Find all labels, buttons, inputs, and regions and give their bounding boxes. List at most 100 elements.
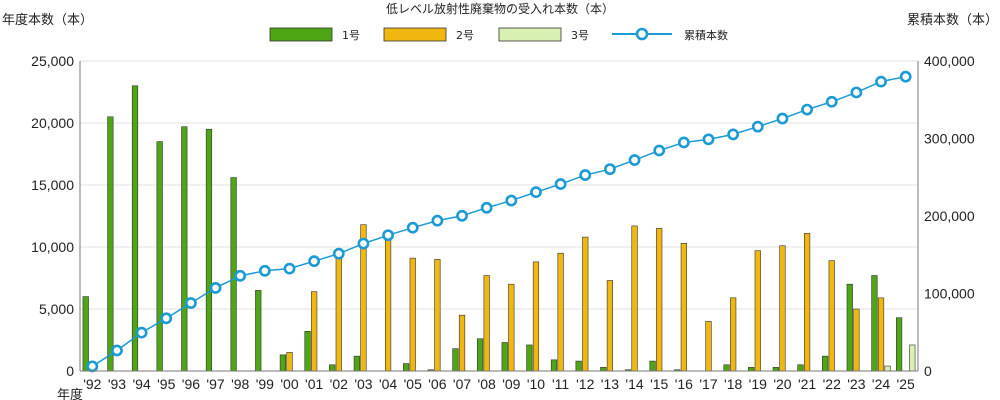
cumulative-point — [628, 154, 641, 166]
bar — [846, 283, 853, 372]
right-tick-label: 300,000 — [924, 131, 975, 147]
bar — [329, 364, 336, 372]
legend-swatch — [383, 27, 447, 42]
right-tick-label: 100,000 — [924, 286, 975, 302]
bar — [772, 366, 779, 372]
bar — [557, 252, 564, 372]
bar — [680, 242, 687, 372]
cumulative-point — [653, 144, 666, 157]
x-tick-label: '98 — [231, 376, 249, 392]
bar — [483, 275, 490, 372]
bar — [631, 225, 638, 372]
x-tick-label: '18 — [724, 376, 742, 392]
bar — [871, 275, 878, 372]
bar — [409, 257, 416, 372]
cumulative-point — [160, 312, 173, 325]
x-tick-label: '07 — [453, 376, 471, 392]
bar — [754, 250, 761, 372]
x-tick-label: '15 — [650, 376, 668, 392]
cumulative-point — [209, 282, 222, 294]
cumulative-point — [308, 255, 321, 268]
right-axis-label: 累積本数（本） — [907, 13, 998, 28]
cumulative-point — [702, 133, 715, 146]
bar-series — [82, 85, 916, 372]
cumulative-point — [530, 186, 542, 199]
x-tick-label: '93 — [108, 376, 126, 392]
cumulative-point — [382, 229, 394, 242]
bar — [828, 260, 835, 372]
left-tick-label: 0 — [66, 363, 74, 379]
x-tick-label: '25 — [897, 376, 915, 392]
x-tick-label: '03 — [354, 376, 372, 392]
right-tick-label: 0 — [924, 363, 932, 379]
x-tick-label: '16 — [675, 376, 693, 392]
bar — [575, 360, 582, 372]
legend-label: 3号 — [571, 29, 589, 42]
bar — [895, 317, 903, 372]
x-tick-label: '23 — [847, 376, 865, 392]
x-tick-label: '02 — [330, 376, 348, 392]
cumulative-point — [431, 214, 444, 227]
bar — [205, 128, 213, 372]
cumulative-point — [850, 86, 863, 99]
cumulative-point — [357, 237, 370, 250]
x-tick-label: '00 — [280, 376, 298, 392]
x-tick-label: '20 — [773, 376, 791, 392]
cumulative-point — [111, 344, 123, 357]
x-tick-label: '12 — [576, 376, 594, 392]
bar — [582, 236, 589, 372]
bar — [501, 342, 508, 372]
x-tick-label: '04 — [379, 376, 397, 392]
x-tick-label: '09 — [502, 376, 520, 392]
line-series — [86, 70, 912, 373]
bar — [705, 321, 712, 372]
cumulative-point — [332, 247, 345, 260]
legend-label: 1号 — [342, 29, 360, 42]
left-tick-label: 20,000 — [31, 115, 74, 131]
cumulative-point — [185, 297, 197, 309]
cumulative-point — [456, 209, 468, 222]
bar — [384, 236, 392, 372]
x-tick-label: '21 — [798, 376, 816, 392]
bar — [884, 365, 891, 372]
x-tick-label: '10 — [527, 376, 545, 392]
bar — [550, 359, 558, 372]
bar — [526, 344, 533, 372]
legend-swatch — [269, 27, 333, 42]
bar — [458, 314, 466, 372]
cumulative-line — [91, 75, 906, 367]
bar — [723, 364, 730, 372]
x-tick-label: '99 — [256, 376, 274, 392]
bar — [335, 256, 342, 372]
bar — [853, 308, 860, 372]
bar — [877, 297, 885, 372]
bar — [748, 366, 755, 372]
x-tick-label: '19 — [749, 376, 767, 392]
x-tick-label: '06 — [428, 376, 446, 392]
bar — [803, 233, 811, 372]
x-tick-label: '94 — [132, 376, 150, 392]
bar — [434, 259, 441, 372]
bar — [403, 363, 410, 372]
x-tick-label: '14 — [625, 376, 643, 392]
bar — [353, 355, 360, 372]
right-tick-label: 200,000 — [924, 208, 975, 224]
cumulative-point — [604, 163, 616, 176]
legend-label: 累積本数 — [684, 28, 728, 42]
cumulative-point — [135, 326, 148, 339]
cumulative-point — [677, 136, 690, 149]
bar — [532, 261, 540, 372]
cumulative-point — [283, 262, 296, 275]
x-tick-label: '22 — [823, 376, 841, 392]
cumulative-point — [801, 103, 813, 116]
right-tick-label: 400,000 — [924, 53, 975, 69]
x-tick-label: '17 — [699, 376, 717, 392]
bar — [82, 296, 89, 372]
bar — [304, 331, 311, 372]
bar — [797, 364, 804, 372]
bar — [600, 366, 607, 372]
bar — [606, 280, 614, 372]
chart-title: 低レベル放射性廃棄物の受入れ本数（本） — [386, 1, 614, 16]
